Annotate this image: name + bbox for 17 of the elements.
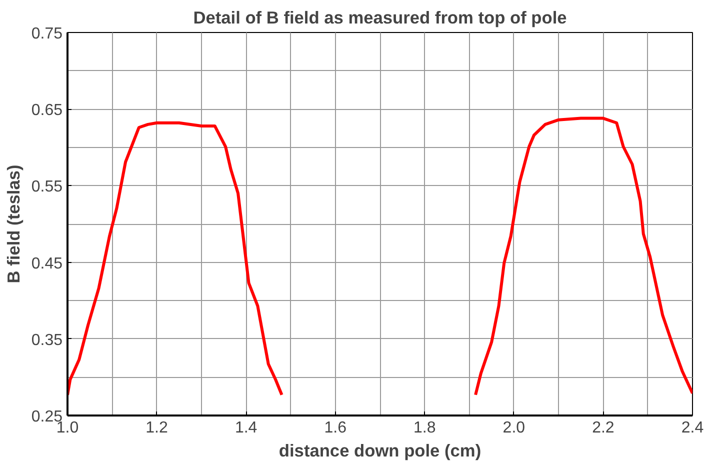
line-series — [68, 121, 284, 396]
x-axis-title: distance down pole (cm) — [278, 440, 482, 460]
x-tick-label: 1.4 — [234, 420, 258, 436]
y-tick-label: 0.55 — [31, 178, 63, 196]
y-axis-title: B field (teslas) — [3, 164, 24, 284]
y-tick-label: 0.75 — [31, 26, 63, 42]
x-tick-label: 1.8 — [414, 420, 436, 436]
x-tick-label: 2.2 — [592, 420, 614, 436]
chart-title: Detail of B field as measured from top of pole — [193, 8, 568, 28]
line-series — [474, 116, 692, 396]
x-tick-label: 2.0 — [502, 420, 526, 436]
x-tick-label: 1.6 — [324, 420, 347, 436]
y-tick-label: 0.45 — [31, 255, 63, 272]
x-tick-label: 2.4 — [681, 420, 704, 436]
x-tick-label: 1.2 — [146, 420, 168, 436]
y-tick-label: 0.35 — [31, 332, 63, 349]
y-tick-label: 0.65 — [31, 102, 63, 120]
